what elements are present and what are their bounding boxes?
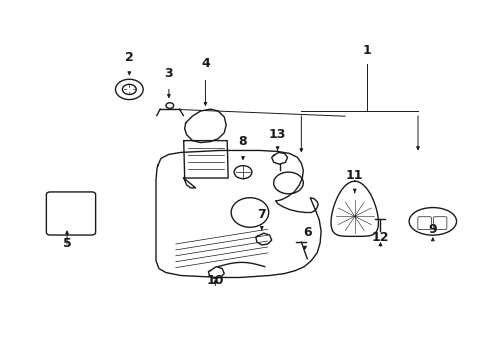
Text: 3: 3 <box>164 67 173 80</box>
Text: 11: 11 <box>346 169 363 182</box>
Text: 1: 1 <box>362 44 370 57</box>
Text: 6: 6 <box>303 226 311 239</box>
Text: 2: 2 <box>125 51 133 64</box>
Text: 10: 10 <box>206 274 224 287</box>
Text: 9: 9 <box>427 223 436 236</box>
Text: 7: 7 <box>257 208 265 221</box>
Text: 12: 12 <box>371 231 388 244</box>
Text: 8: 8 <box>238 135 247 148</box>
Text: 13: 13 <box>268 127 285 141</box>
Text: 4: 4 <box>201 57 209 70</box>
Text: 5: 5 <box>62 237 71 250</box>
